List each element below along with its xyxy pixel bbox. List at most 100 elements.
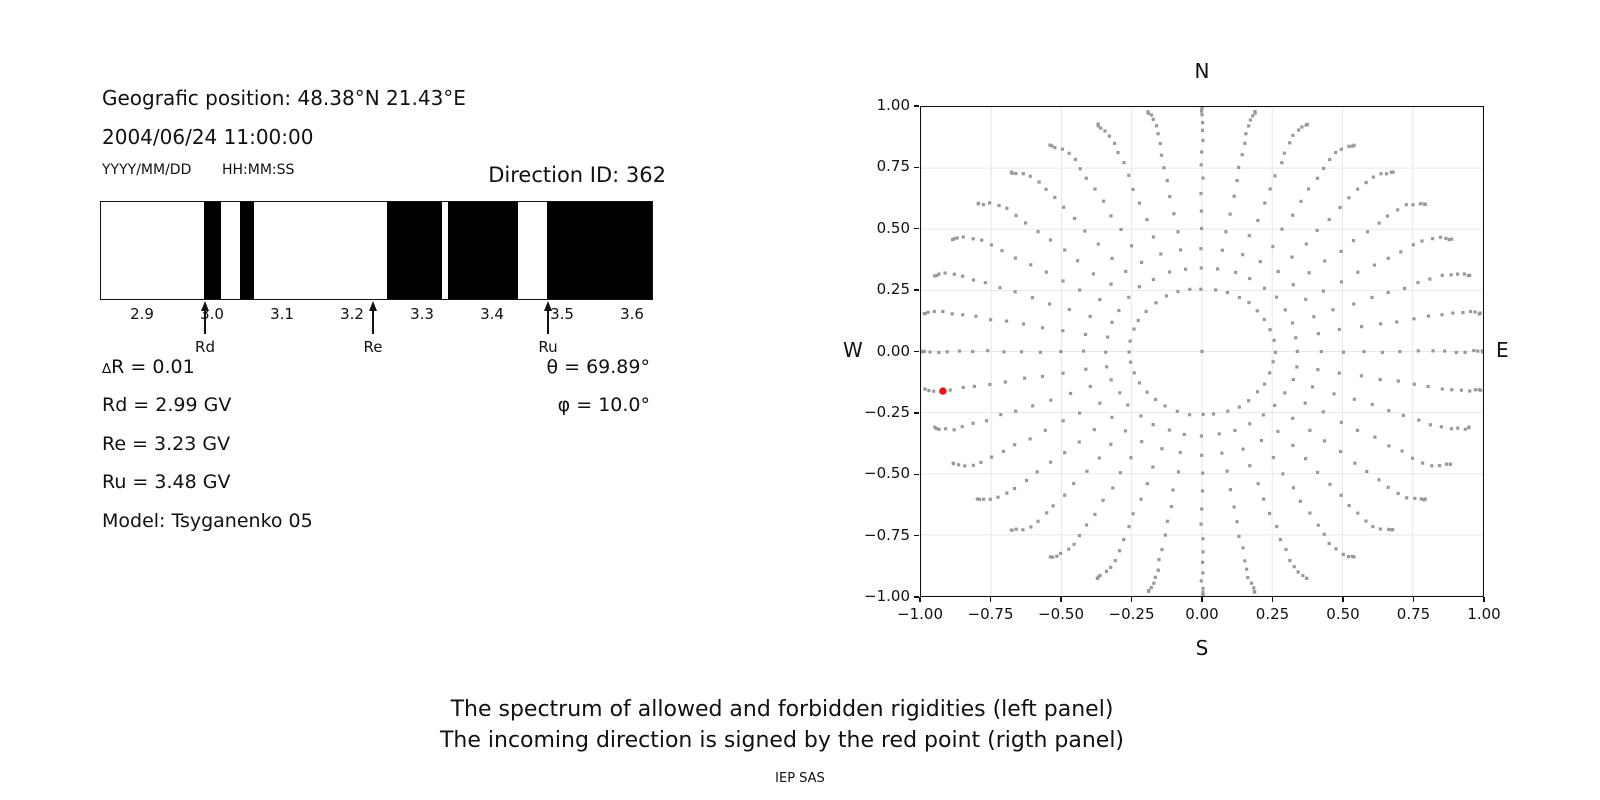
direction-grid-point	[1243, 559, 1247, 563]
direction-grid-point	[1243, 141, 1247, 145]
direction-grid-point	[1373, 435, 1377, 439]
direction-grid-point	[1059, 551, 1063, 556]
direction-grid-point	[1199, 163, 1203, 167]
x-axis-tick-label: 0.50	[1326, 605, 1360, 623]
direction-grid-point	[1175, 409, 1179, 413]
direction-grid-point	[1061, 419, 1065, 423]
compass-label-north: N	[1194, 59, 1210, 83]
direction-grid-point	[1251, 114, 1255, 118]
credit-label: IEP SAS	[775, 771, 825, 786]
x-axis-tick	[1412, 597, 1415, 602]
incoming-direction-red-point	[939, 387, 947, 395]
y-axis-tick	[914, 473, 919, 475]
direction-grid-point	[1401, 413, 1405, 418]
direction-grid-point	[1271, 455, 1275, 460]
ru-value: Ru = 3.48 GV	[102, 471, 231, 493]
direction-grid-point	[1178, 450, 1182, 455]
direction-grid-point	[1123, 429, 1128, 433]
direction-grid-point	[1228, 488, 1233, 492]
direction-grid-point	[1077, 411, 1082, 415]
direction-grid-point	[1021, 528, 1025, 532]
direction-grid-point	[1275, 525, 1279, 529]
y-axis-tick-label: −0.25	[864, 402, 910, 421]
direction-grid-point	[1237, 295, 1242, 300]
direction-grid-point	[1098, 401, 1102, 405]
direction-grid-point	[1199, 287, 1203, 291]
direction-grid-point	[1199, 579, 1203, 583]
direction-grid-point	[998, 286, 1002, 290]
direction-grid-point	[1035, 470, 1039, 474]
direction-grid-point	[1081, 349, 1086, 353]
direction-grid-point	[1371, 525, 1375, 529]
direction-grid-point	[1444, 236, 1448, 240]
direction-grid-point	[927, 388, 931, 393]
direction-grid-point	[1200, 107, 1204, 110]
direction-grid-point	[1244, 132, 1248, 136]
direction-grid-point	[1067, 307, 1071, 312]
forbidden-band	[386, 202, 443, 299]
direction-grid-point	[1097, 456, 1101, 460]
direction-grid-point	[1272, 338, 1276, 342]
direction-grid-point	[951, 461, 955, 465]
direction-grid-point	[1389, 170, 1393, 174]
direction-grid-point	[1201, 550, 1205, 554]
direction-grid-point	[1109, 214, 1113, 218]
direction-grid-point	[1411, 203, 1415, 207]
direction-grid-point	[1201, 590, 1205, 594]
direction-grid-point	[1430, 464, 1434, 468]
direction-grid-point	[1291, 416, 1295, 420]
direction-grid-point	[1352, 302, 1356, 306]
direction-grid-point	[1478, 311, 1482, 315]
direction-grid-point	[1290, 255, 1294, 259]
direction-grid-point	[1321, 410, 1325, 414]
direction-grid-point	[972, 384, 976, 389]
direction-grid-point	[1172, 212, 1176, 216]
direction-grid-point	[1282, 151, 1286, 155]
direction-grid-point	[1216, 267, 1220, 271]
direction-grid-point	[1315, 470, 1320, 475]
direction-grid-point	[1481, 350, 1483, 354]
direction-grid-point	[1151, 117, 1155, 121]
direction-grid-point	[1449, 427, 1454, 431]
direction-grid-point	[1145, 218, 1149, 222]
direction-grid-point	[1110, 320, 1114, 324]
direction-grid-point	[1365, 230, 1370, 234]
direction-grid-point	[1200, 507, 1204, 511]
direction-grid-point	[1316, 523, 1320, 527]
direction-grid-point	[1339, 493, 1343, 497]
direction-grid-point	[950, 312, 954, 316]
direction-grid-point	[1014, 527, 1018, 531]
direction-grid-point	[1088, 384, 1092, 389]
direction-grid-point	[1468, 389, 1472, 393]
direction-grid-point	[1201, 120, 1205, 125]
direction-grid-point	[1156, 132, 1160, 136]
direction-grid-point	[1418, 202, 1422, 206]
direction-grid-point	[1162, 166, 1166, 170]
direction-grid-point	[1021, 322, 1026, 326]
x-axis-tick-label: 0.75	[1396, 605, 1431, 623]
direction-grid-point	[1101, 199, 1106, 203]
direction-grid-point	[1129, 244, 1134, 248]
direction-grid-point	[1306, 187, 1311, 191]
direction-grid-point	[1355, 428, 1360, 432]
direction-grid-point	[1280, 227, 1284, 231]
direction-grid-point	[1201, 138, 1205, 142]
direction-grid-point	[1252, 586, 1256, 590]
direction-grid-point	[1139, 260, 1144, 264]
direction-grid-point	[1261, 413, 1266, 417]
direction-grid-point	[1416, 349, 1420, 353]
direction-grid-point	[1246, 124, 1251, 128]
direction-grid-point	[1386, 290, 1390, 295]
direction-grid-point	[1146, 589, 1151, 593]
marker-label-re: Re	[363, 338, 383, 356]
direction-grid-point	[1063, 493, 1067, 497]
direction-grid-point	[1048, 143, 1052, 147]
direction-grid-point	[1038, 350, 1043, 354]
direction-grid-point	[1127, 173, 1131, 177]
direction-grid-point	[1291, 443, 1295, 447]
direction-grid-point	[1110, 256, 1114, 260]
direction-grid-point	[1378, 527, 1383, 531]
direction-grid-point	[997, 203, 1001, 208]
direction-grid-point	[1294, 336, 1298, 340]
direction-grid-point	[1387, 444, 1391, 448]
